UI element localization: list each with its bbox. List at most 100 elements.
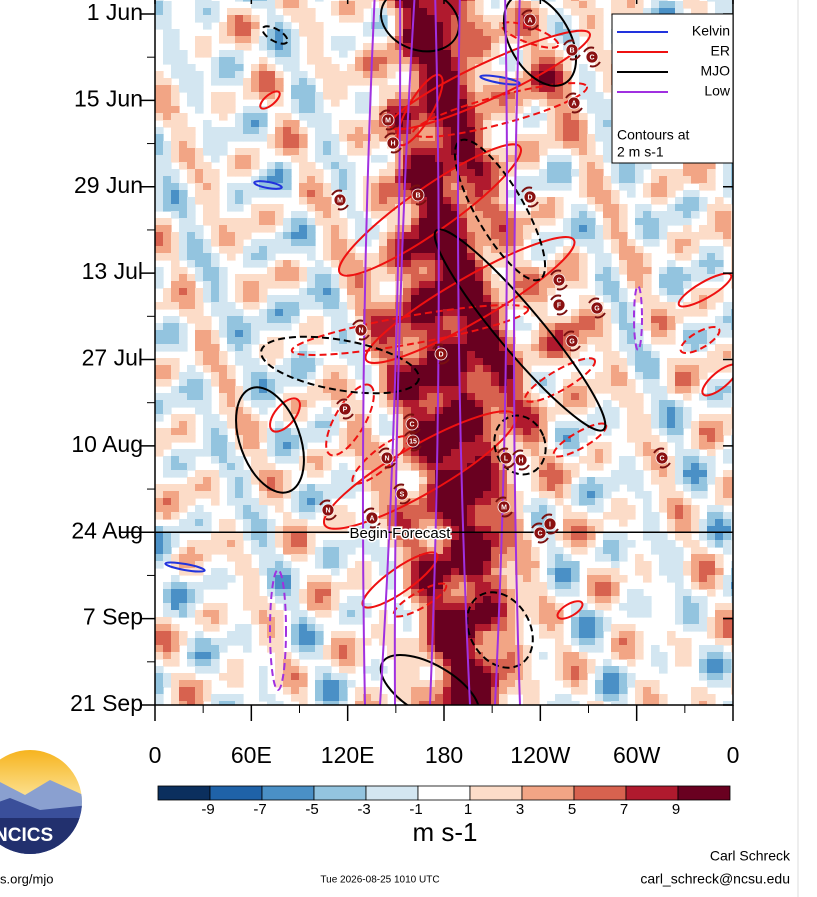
shading-cell [627, 386, 636, 394]
shading-cell [211, 428, 220, 436]
shading-cell [659, 547, 668, 555]
shading-cell [451, 365, 460, 373]
shading-cell [691, 169, 700, 177]
shading-cell [187, 239, 196, 247]
shading-cell [419, 323, 428, 331]
shading-cell [307, 575, 316, 583]
shading-cell [443, 316, 452, 324]
shading-cell [483, 491, 492, 499]
shading-cell [355, 225, 364, 233]
shading-cell [595, 414, 604, 422]
shading-cell [603, 211, 612, 219]
shading-cell [651, 1, 660, 9]
shading-cell [451, 540, 460, 548]
shading-cell [363, 561, 372, 569]
shading-cell [723, 512, 732, 520]
shading-cell [443, 218, 452, 226]
shading-cell [579, 134, 588, 142]
shading-cell [499, 225, 508, 233]
shading-cell [339, 484, 348, 492]
shading-cell [563, 568, 572, 576]
shading-cell [203, 358, 212, 366]
shading-cell [267, 281, 276, 289]
shading-cell [619, 456, 628, 464]
shading-cell [635, 8, 644, 16]
shading-cell [403, 512, 412, 520]
shading-cell [667, 281, 676, 289]
shading-cell [403, 29, 412, 37]
shading-cell [307, 484, 316, 492]
shading-cell [619, 323, 628, 331]
shading-cell [379, 477, 388, 485]
shading-cell [459, 1, 468, 9]
shading-cell [531, 225, 540, 233]
shading-cell [675, 295, 684, 303]
shading-cell [539, 372, 548, 380]
shading-cell [283, 281, 292, 289]
shading-cell [539, 64, 548, 72]
shading-cell [259, 288, 268, 296]
shading-cell [235, 183, 244, 191]
shading-cell [451, 85, 460, 93]
shading-cell [363, 99, 372, 107]
shading-cell [595, 99, 604, 107]
shading-cell [443, 1, 452, 9]
shading-cell [603, 141, 612, 149]
shading-cell [187, 498, 196, 506]
shading-cell [371, 211, 380, 219]
shading-cell [427, 211, 436, 219]
shading-cell [339, 169, 348, 177]
shading-cell [667, 274, 676, 282]
shading-cell [403, 176, 412, 184]
shading-cell [539, 596, 548, 604]
shading-cell [731, 435, 733, 443]
shading-cell [227, 484, 236, 492]
shading-cell [667, 484, 676, 492]
shading-cell [195, 400, 204, 408]
shading-cell [379, 99, 388, 107]
shading-cell [627, 344, 636, 352]
shading-cell [219, 106, 228, 114]
shading-cell [667, 176, 676, 184]
shading-cell [499, 540, 508, 548]
shading-cell [451, 519, 460, 527]
shading-cell [715, 323, 724, 331]
shading-cell [155, 113, 164, 121]
shading-cell [603, 155, 612, 163]
shading-cell [627, 477, 636, 485]
shading-cell [491, 113, 500, 121]
shading-cell [267, 540, 276, 548]
shading-cell [275, 302, 284, 310]
shading-cell [187, 295, 196, 303]
shading-cell [475, 0, 484, 2]
shading-cell [611, 288, 620, 296]
shading-cell [571, 267, 580, 275]
shading-cell [299, 71, 308, 79]
shading-cell [643, 372, 652, 380]
shading-cell [371, 141, 380, 149]
shading-cell [523, 533, 532, 541]
shading-cell [603, 491, 612, 499]
shading-cell [387, 582, 396, 590]
shading-cell [299, 491, 308, 499]
shading-cell [355, 148, 364, 156]
shading-cell [283, 141, 292, 149]
shading-cell [467, 372, 476, 380]
shading-cell [227, 127, 236, 135]
shading-cell [251, 22, 260, 30]
shading-cell [483, 29, 492, 37]
shading-cell [291, 519, 300, 527]
shading-cell [451, 428, 460, 436]
shading-cell [675, 281, 684, 289]
shading-cell [379, 92, 388, 100]
shading-cell [339, 316, 348, 324]
shading-cell [539, 358, 548, 366]
shading-cell [475, 85, 484, 93]
shading-cell [659, 407, 668, 415]
shading-cell [691, 0, 700, 2]
shading-cell [427, 302, 436, 310]
shading-cell [227, 421, 236, 429]
shading-cell [507, 148, 516, 156]
shading-cell [723, 386, 732, 394]
shading-cell [187, 197, 196, 205]
